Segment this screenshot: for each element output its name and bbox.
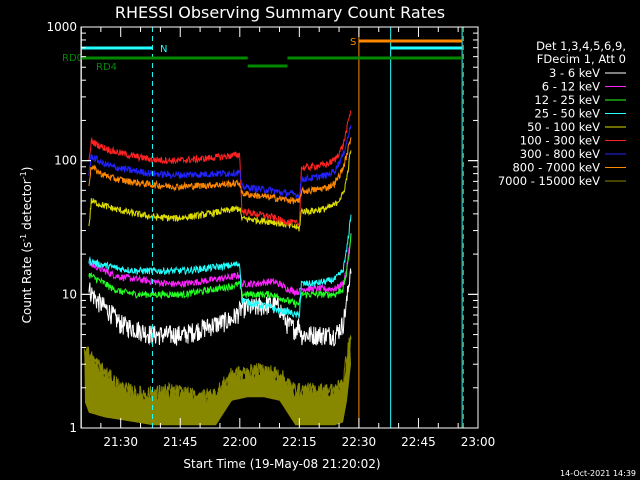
legend: Det 1,3,4,5,6,9,FDecim 1, Att 03 - 6 keV…: [498, 39, 626, 188]
legend-label: 100 - 300 keV: [520, 134, 600, 148]
flag-label-rd4: RD4: [96, 62, 117, 73]
legend-label: 3 - 6 keV: [549, 66, 600, 80]
series-line-12-25-kev: [88, 233, 352, 309]
series-line-300-800-kev: [88, 124, 352, 199]
chart-title: RHESSI Observing Summary Count Rates: [115, 3, 445, 22]
legend-label: 7000 - 15000 keV: [498, 174, 600, 188]
plot-frame: [80, 26, 479, 429]
y-tick-label: 100: [54, 154, 77, 168]
series-line-3-6-kev: [88, 268, 352, 347]
y-tick-label: 1: [69, 421, 77, 435]
flag-label-rd0: RD0: [62, 53, 83, 64]
x-tick-label: 23:00: [461, 435, 496, 449]
series-line-6-12-kev: [88, 232, 352, 297]
series-line-50-100-kev: [88, 150, 352, 232]
x-tick-label: 21:30: [103, 435, 138, 449]
legend-label: 25 - 50 keV: [534, 107, 600, 121]
legend-header: FDecim 1, Att 0: [537, 52, 626, 66]
x-tick-label: 22:45: [401, 435, 436, 449]
x-tick-label: 21:45: [163, 435, 198, 449]
flag-label-s: S: [350, 37, 356, 48]
legend-label: 800 - 7000 keV: [512, 161, 600, 175]
series-line-7000-15000-kev: [83, 335, 352, 406]
y-tick-label: 10: [62, 287, 77, 301]
plot-area: N RD0 RD4 S: [62, 27, 464, 428]
legend-header: Det 1,3,4,5,6,9,: [536, 39, 626, 53]
legend-label: 6 - 12 keV: [542, 80, 600, 94]
x-tick-label: 22:15: [282, 435, 317, 449]
legend-label: 300 - 800 keV: [520, 147, 600, 161]
series-line-800-7000-kev: [88, 137, 352, 205]
series-line-100-300-kev: [88, 110, 352, 227]
x-axis-label: Start Time (19-May-08 21:20:02): [183, 457, 380, 471]
y-tick-label: 1000: [46, 20, 77, 34]
flag-label-n: N: [160, 44, 167, 55]
legend-label: 50 - 100 keV: [527, 120, 600, 134]
series-line-25-50-kev: [88, 214, 352, 319]
legend-label: 12 - 25 keV: [534, 93, 600, 107]
axes: 1 10 100 1000 21:30 21:45 22:00 22:15 22:30 22:45…: [46, 20, 495, 449]
x-tick-label: 22:30: [342, 435, 377, 449]
x-tick-label: 22:00: [223, 435, 258, 449]
series-band-7000-15000-kev: [84, 344, 351, 426]
y-axis-label: Count Rate (s-1 detector-1): [19, 167, 34, 324]
timestamp: 14-Oct-2021 14:39: [560, 469, 636, 478]
